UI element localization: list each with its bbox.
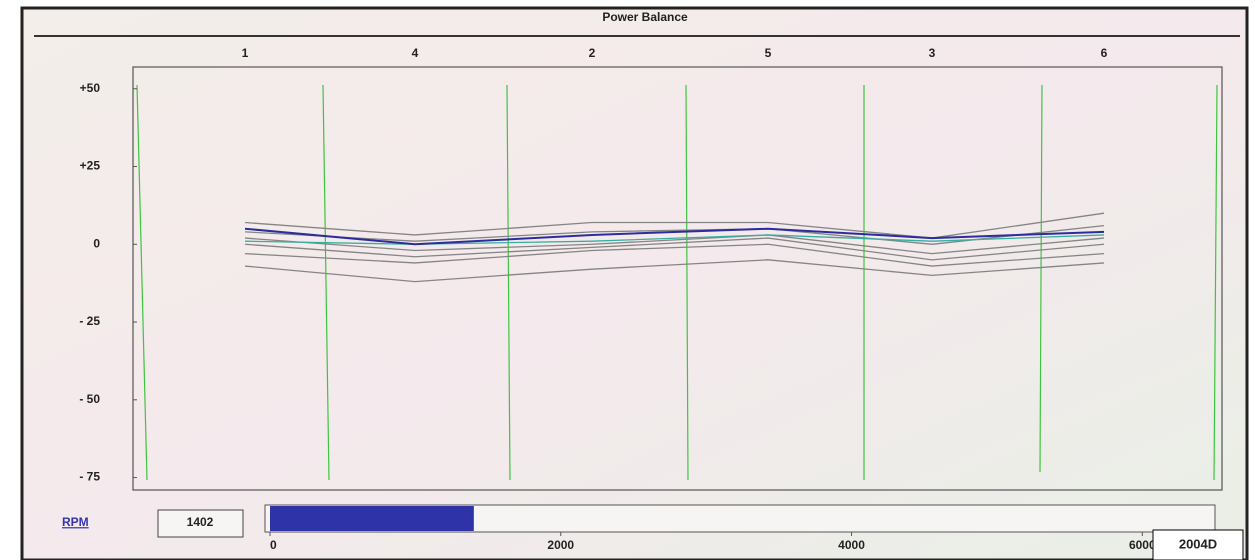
- rpm-tick-label: 0: [270, 538, 277, 552]
- y-tick-label: - 50: [79, 392, 100, 406]
- x-tick-label: 4: [412, 46, 419, 60]
- figure-id: 2004D: [1179, 536, 1217, 551]
- y-tick-label: - 75: [79, 470, 100, 484]
- y-tick-label: - 25: [79, 314, 100, 328]
- page: Power Balance 1402 RPM +50+250- 25- 50- …: [0, 0, 1255, 560]
- x-tick-label: 2: [589, 46, 596, 60]
- rpm-tick-label: 4000: [838, 538, 865, 552]
- rpm-tick-label: 2000: [547, 538, 574, 552]
- x-tick-label: 5: [765, 46, 772, 60]
- y-tick-label: +25: [80, 159, 101, 173]
- y-tick-label: +50: [80, 81, 101, 95]
- x-tick-label: 3: [929, 46, 936, 60]
- rpm-bar: [270, 506, 474, 531]
- rpm-tick-label: 6000: [1129, 538, 1156, 552]
- x-tick-label: 1: [242, 46, 249, 60]
- y-tick-label: 0: [93, 236, 100, 250]
- window: [22, 8, 1247, 560]
- x-tick-label: 6: [1101, 46, 1108, 60]
- screen: Power Balance 1402 RPM +50+250- 25- 50- …: [0, 0, 1255, 560]
- rpm-value: 1402: [187, 515, 214, 529]
- chart-title: Power Balance: [602, 10, 688, 24]
- rpm-label: RPM: [62, 515, 89, 529]
